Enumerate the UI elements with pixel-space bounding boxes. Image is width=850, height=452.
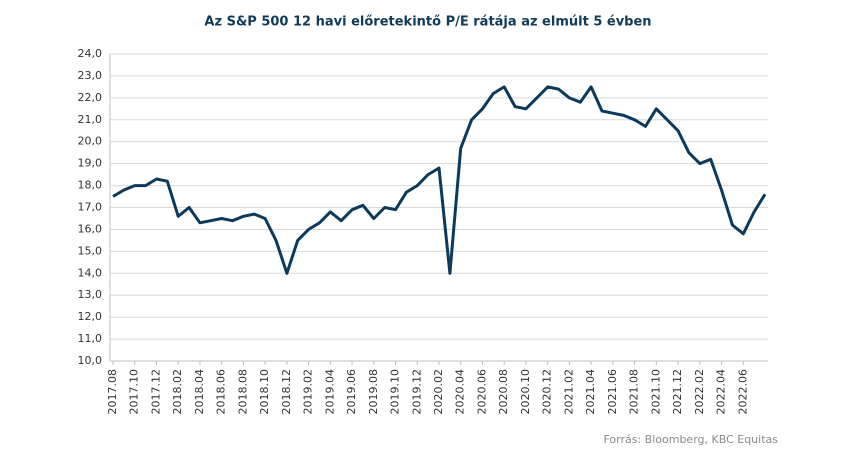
y-tick-label: 20,0 — [78, 135, 103, 148]
y-tick-label: 19,0 — [78, 157, 103, 170]
x-tick-label: 2018.02 — [171, 369, 184, 415]
y-tick-label: 13,0 — [78, 288, 103, 301]
y-tick-label: 15,0 — [78, 244, 103, 257]
x-tick-label: 2020.02 — [432, 369, 445, 415]
x-tick-label: 2019.10 — [389, 369, 402, 415]
x-tick-label: 2021.10 — [649, 369, 662, 415]
x-tick-label: 2017.12 — [149, 369, 162, 415]
x-tick-label: 2022.06 — [736, 369, 749, 415]
x-tick-label: 2021.04 — [584, 369, 597, 415]
x-tick-label: 2019.04 — [323, 369, 336, 415]
x-tick-label: 2018.04 — [193, 369, 206, 415]
x-tick-label: 2020.04 — [454, 369, 467, 415]
y-tick-label: 22,0 — [78, 91, 103, 104]
x-tick-label: 2021.06 — [606, 369, 619, 415]
y-tick-label: 16,0 — [78, 222, 103, 235]
x-tick-label: 2019.06 — [345, 369, 358, 415]
y-tick-label: 11,0 — [78, 332, 103, 345]
x-tick-label: 2018.08 — [236, 369, 249, 415]
x-tick-label: 2021.02 — [562, 369, 575, 415]
x-tick-label: 2021.08 — [628, 369, 641, 415]
x-tick-label: 2019.02 — [302, 369, 315, 415]
x-tick-label: 2020.06 — [475, 369, 488, 415]
y-tick-label: 10,0 — [78, 354, 103, 367]
source-note: Forrás: Bloomberg, KBC Equitas — [603, 433, 778, 446]
y-tick-label: 12,0 — [78, 310, 103, 323]
x-tick-label: 2022.04 — [715, 369, 728, 415]
x-tick-label: 2020.12 — [541, 369, 554, 415]
x-tick-label: 2017.10 — [128, 369, 141, 415]
x-tick-label: 2020.10 — [519, 369, 532, 415]
x-tick-label: 2018.10 — [258, 369, 271, 415]
data-line — [112, 85, 767, 275]
y-tick-label: 24,0 — [78, 47, 103, 60]
y-tick-label: 21,0 — [78, 113, 103, 126]
chart-title: Az S&P 500 12 havi előretekintő P/E rátá… — [204, 15, 651, 30]
x-tick-label: 2019.12 — [410, 369, 423, 415]
x-tick-label: 2020.08 — [497, 369, 510, 415]
x-tick-label: 2019.08 — [367, 369, 380, 415]
y-tick-label: 14,0 — [78, 266, 103, 279]
y-tick-label: 17,0 — [78, 201, 103, 214]
y-tick-label: 23,0 — [78, 69, 103, 82]
x-tick-label: 2021.12 — [671, 369, 684, 415]
y-tick-label: 18,0 — [78, 179, 103, 192]
x-tick-label: 2018.12 — [280, 369, 293, 415]
x-tick-label: 2022.02 — [693, 369, 706, 415]
x-tick-label: 2018.06 — [215, 369, 228, 415]
x-tick-label: 2017.08 — [106, 369, 119, 415]
